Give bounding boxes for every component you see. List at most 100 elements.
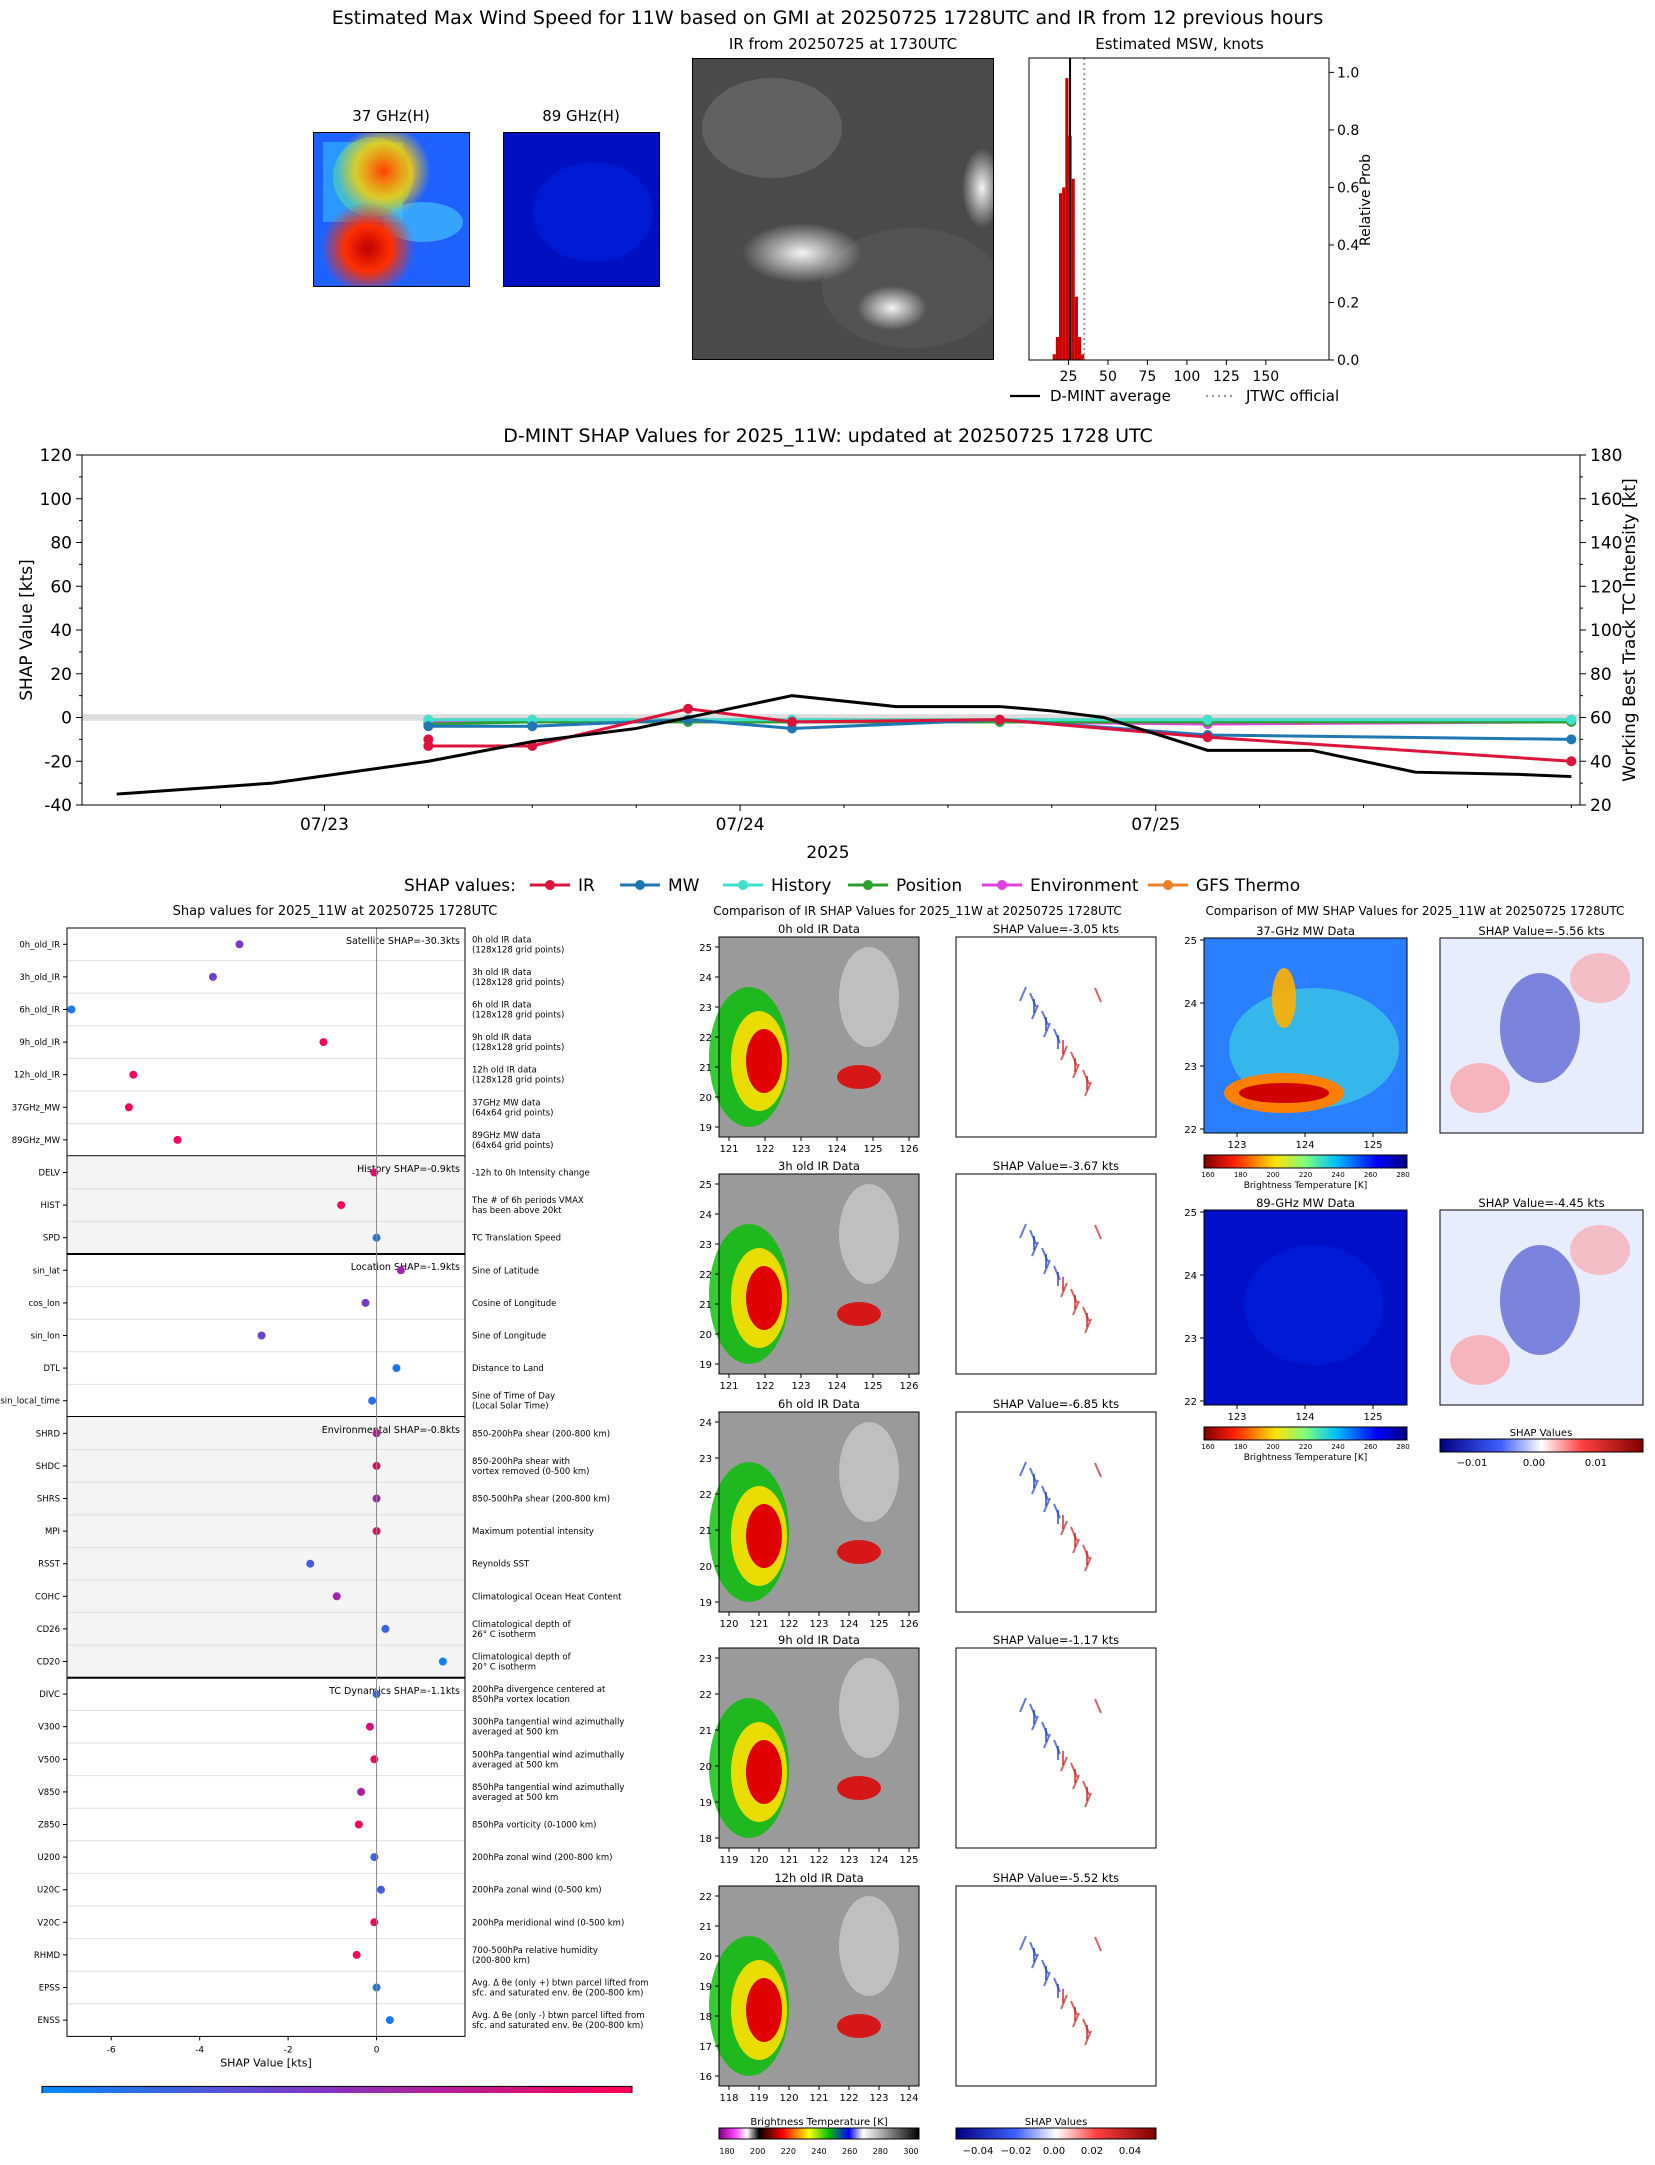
group-label: Satellite SHAP=-30.3kts xyxy=(346,936,460,947)
shap-blob xyxy=(1450,1063,1510,1113)
feature-desc: 0h old IR data xyxy=(472,935,531,945)
hist-bar xyxy=(1055,336,1059,360)
shap-frame xyxy=(955,1411,1157,1613)
ir-ytick-label: 19 xyxy=(699,1360,712,1371)
feature-desc: TC Translation Speed xyxy=(471,1234,561,1244)
ir-blob xyxy=(839,1658,899,1758)
ir-ytick-label: 23 xyxy=(699,1240,712,1251)
mw-image-title: 37-GHz MW Data xyxy=(1256,924,1355,938)
mw-shap-map xyxy=(1439,1209,1644,1406)
feature-desc: Maximum potential intensity xyxy=(472,1527,594,1537)
mw-compare-title: Comparison of MW SHAP Values for 2025_11… xyxy=(1205,904,1625,918)
feature-desc: 37GHz MW data xyxy=(472,1098,541,1108)
feature-desc: 12h old IR data xyxy=(472,1066,537,1076)
ir-ytick-label: 20 xyxy=(699,1952,712,1963)
mw-bt-tick: 280 xyxy=(1396,1171,1409,1179)
hist-xtick-label: 100 xyxy=(1174,369,1201,385)
shap-stroke xyxy=(1060,1520,1068,1536)
fs-xtick-label: -4 xyxy=(195,2045,204,2055)
ir-ytick-label: 17 xyxy=(699,2042,712,2053)
ir-ytick-label: 24 xyxy=(699,1418,712,1429)
feature-name: 89GHz_MW xyxy=(12,1136,61,1146)
hist-bar xyxy=(1065,78,1069,360)
shap-blob xyxy=(1500,973,1580,1083)
feature-desc: 200hPa zonal wind (200-800 km) xyxy=(472,1853,612,1863)
mw-bt-tick: 180 xyxy=(1234,1171,1247,1179)
shap-stroke xyxy=(1060,1045,1068,1061)
feature-name: HIST xyxy=(41,1201,61,1211)
hist-bar xyxy=(1081,354,1085,360)
series-point xyxy=(1202,714,1213,725)
ir-ytick-label: 23 xyxy=(699,1454,712,1465)
ir-shap-tick: −0.04 xyxy=(963,2146,994,2157)
ir-bt-colorbar xyxy=(718,2127,920,2140)
ir-shap-tick: 0.02 xyxy=(1081,2146,1103,2157)
mw-ytick-label: 25 xyxy=(1184,936,1197,947)
mw-bt-tick: 220 xyxy=(1299,1443,1312,1451)
feature-name: sin_lon xyxy=(31,1332,60,1342)
ir-xtick-label: 122 xyxy=(755,1381,774,1392)
ir-ytick-label: 23 xyxy=(699,1003,712,1014)
ir-shap-colorbar xyxy=(955,2127,1157,2140)
ir-shap-title: SHAP Value=-1.17 kts xyxy=(993,1633,1119,1647)
feature-desc: Climatological depth of xyxy=(472,1653,572,1663)
ts-ytick-right-label: 160 xyxy=(1590,490,1622,510)
ts-xtick-label: 07/24 xyxy=(716,815,765,835)
feature-point-3h-old-ir xyxy=(208,972,217,981)
feature-name: sin_local_time xyxy=(0,1397,60,1407)
feature-desc: 6h old IR data xyxy=(472,1001,531,1011)
mw-ytick-label: 24 xyxy=(1184,999,1197,1010)
mw-xtick-label: 125 xyxy=(1363,1412,1382,1423)
ts-ytick-label: -20 xyxy=(44,752,72,772)
ts-ytick-right-label: 140 xyxy=(1590,534,1622,554)
ir-image xyxy=(709,1411,920,1613)
hist-xtick-label: 50 xyxy=(1099,369,1117,385)
shap-bg xyxy=(956,1648,1156,1848)
feature-desc: averaged at 500 km xyxy=(472,1760,558,1770)
feature-desc: (64x64 grid points) xyxy=(472,1141,553,1151)
feature-desc: (128x128 grid points) xyxy=(472,1011,564,1021)
feature-desc: Distance to Land xyxy=(472,1364,544,1374)
mw-compare-grid: 37-GHz MW Data SHAP Value=-5.56 kts 123 124… xyxy=(1180,920,1655,1480)
ts-ytick-label: 80 xyxy=(50,534,72,554)
ir-blob xyxy=(746,1740,782,1804)
ir-bt-tick: 220 xyxy=(781,2147,796,2156)
ir-bt-tick: 260 xyxy=(842,2147,857,2156)
ir-compare-title: Comparison of IR SHAP Values for 2025_11… xyxy=(713,904,1122,918)
shap-stroke xyxy=(1072,1774,1080,1790)
mw-shap-map xyxy=(1439,937,1644,1134)
feature-desc: Sine of Longitude xyxy=(472,1332,546,1342)
feature-desc: (128x128 grid points) xyxy=(472,945,564,955)
ir-blob xyxy=(839,947,899,1047)
ts-xtick-label: 07/25 xyxy=(1131,815,1180,835)
shap-stroke xyxy=(1031,1004,1039,1020)
feature-desc: vortex removed (0-500 km) xyxy=(472,1467,589,1477)
feature-point-cd26 xyxy=(381,1624,390,1633)
feature-point-cd20 xyxy=(438,1657,447,1666)
feature-point-u20c xyxy=(376,1885,385,1894)
mw-xtick-label: 124 xyxy=(1295,1140,1314,1151)
series-line-ir xyxy=(426,707,1572,763)
hist-xtick-label: 125 xyxy=(1213,369,1240,385)
feature-point-sin-lat xyxy=(396,1266,405,1275)
ts-ytick-right-label: 120 xyxy=(1590,577,1622,597)
shap-stroke xyxy=(1019,1697,1027,1713)
group-label: History SHAP=-0.9kts xyxy=(357,1164,460,1175)
feature-name: RHMD xyxy=(34,1951,61,1961)
ir-blob xyxy=(746,1266,782,1330)
feature-desc: -12h to 0h Intensity change xyxy=(472,1169,590,1179)
feature-desc: 700-500hPa relative humidity xyxy=(472,1946,598,1956)
ir-shap-map xyxy=(955,1647,1157,1849)
feature-point-dtl xyxy=(392,1364,401,1373)
msw-histogram: Relative Prob 25 50 75 100 125 150 0.0 0.2 0.4 0.… xyxy=(1028,57,1374,385)
shap-stroke xyxy=(1043,1497,1051,1513)
series-point xyxy=(423,740,434,751)
mw-ytick-label: 22 xyxy=(1184,1397,1197,1408)
mw-bt-tick: 220 xyxy=(1299,1171,1312,1179)
hist-bar xyxy=(1071,178,1075,360)
ir-xtick-label: 120 xyxy=(719,1619,738,1630)
mw-ytick-label: 22 xyxy=(1184,1125,1197,1136)
shap-frame xyxy=(955,936,1157,1138)
feature-desc: 26° C isotherm xyxy=(472,1630,536,1640)
hist-ytick-label: 0.6 xyxy=(1337,180,1359,196)
